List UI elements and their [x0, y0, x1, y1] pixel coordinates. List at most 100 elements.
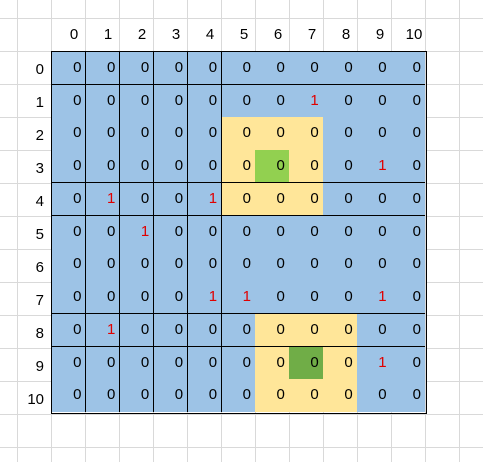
matrix-cell-r6-c1[interactable]: 0 [85, 248, 121, 282]
column-header-4[interactable]: 4 [205, 26, 215, 43]
matrix-cell-r2-c6[interactable]: 0 [255, 117, 290, 151]
matrix-cell-r4-c2[interactable]: 0 [119, 182, 155, 217]
matrix-cell-r6-c0[interactable]: 0 [52, 248, 87, 282]
matrix-cell-r1-c1[interactable]: 0 [85, 84, 121, 118]
row-header-10[interactable]: 10 [27, 391, 44, 408]
matrix-cell-r3-c0[interactable]: 0 [52, 150, 87, 184]
matrix-cell-r3-c10[interactable]: 0 [391, 150, 425, 184]
matrix-cell-r6-c9[interactable]: 0 [357, 248, 392, 282]
row-header-5[interactable]: 5 [35, 226, 44, 243]
row-header-9[interactable]: 9 [35, 358, 44, 375]
matrix-cell-r3-c6[interactable]: 0 [255, 150, 290, 184]
matrix-cell-r10-c9[interactable]: 0 [357, 379, 392, 412]
matrix-cell-r8-c8[interactable]: 0 [323, 313, 358, 348]
matrix-cell-r6-c10[interactable]: 0 [391, 248, 425, 282]
matrix-cell-r10-c7[interactable]: 0 [289, 379, 324, 412]
matrix-cell-r4-c7[interactable]: 0 [289, 182, 324, 217]
matrix-cell-r4-c9[interactable]: 0 [357, 182, 392, 217]
matrix-cell-r1-c7[interactable]: 1 [289, 84, 324, 118]
matrix-cell-r5-c7[interactable]: 0 [289, 215, 324, 249]
matrix-cell-r6-c4[interactable]: 0 [187, 248, 223, 282]
matrix-cell-r2-c9[interactable]: 0 [357, 117, 392, 151]
matrix-cell-r7-c9[interactable]: 1 [357, 281, 392, 315]
matrix-cell-r8-c6[interactable]: 0 [255, 313, 290, 348]
matrix-cell-r0-c6[interactable]: 0 [255, 52, 290, 86]
matrix-cell-r3-c1[interactable]: 0 [85, 150, 121, 184]
matrix-cell-r6-c5[interactable]: 0 [221, 248, 256, 282]
matrix-cell-r4-c5[interactable]: 0 [221, 182, 256, 217]
matrix-cell-r9-c0[interactable]: 0 [52, 346, 87, 380]
matrix-cell-r0-c3[interactable]: 0 [153, 52, 189, 86]
matrix-cell-r7-c8[interactable]: 0 [323, 281, 358, 315]
matrix-cell-r0-c0[interactable]: 0 [52, 52, 87, 86]
matrix-cell-r4-c6[interactable]: 0 [255, 182, 290, 217]
matrix-cell-r3-c5[interactable]: 0 [221, 150, 256, 184]
matrix-cell-r2-c0[interactable]: 0 [52, 117, 87, 151]
matrix-cell-r6-c3[interactable]: 0 [153, 248, 189, 282]
matrix-cell-r1-c4[interactable]: 0 [187, 84, 223, 118]
matrix-cell-r10-c3[interactable]: 0 [153, 379, 189, 412]
matrix-cell-r5-c10[interactable]: 0 [391, 215, 425, 249]
matrix-cell-r1-c6[interactable]: 0 [255, 84, 290, 118]
row-header-7[interactable]: 7 [35, 292, 44, 309]
matrix-cell-r10-c2[interactable]: 0 [119, 379, 155, 412]
row-header-8[interactable]: 8 [35, 325, 44, 342]
matrix-cell-r10-c5[interactable]: 0 [221, 379, 256, 412]
matrix-cell-r0-c8[interactable]: 0 [323, 52, 358, 86]
matrix-cell-r0-c1[interactable]: 0 [85, 52, 121, 86]
matrix-cell-r3-c2[interactable]: 0 [119, 150, 155, 184]
matrix-cell-r9-c4[interactable]: 0 [187, 346, 223, 380]
matrix-cell-r10-c8[interactable]: 0 [323, 379, 358, 412]
row-header-6[interactable]: 6 [35, 259, 44, 276]
matrix-cell-r6-c7[interactable]: 0 [289, 248, 324, 282]
matrix-cell-r0-c5[interactable]: 0 [221, 52, 256, 86]
column-header-3[interactable]: 3 [171, 26, 181, 43]
column-header-5[interactable]: 5 [239, 26, 249, 43]
matrix-cell-r3-c8[interactable]: 0 [323, 150, 358, 184]
matrix-cell-r7-c2[interactable]: 0 [119, 281, 155, 315]
matrix-cell-r7-c5[interactable]: 1 [221, 281, 256, 315]
matrix-cell-r10-c6[interactable]: 0 [255, 379, 290, 412]
matrix-cell-r5-c2[interactable]: 1 [119, 215, 155, 249]
matrix-cell-r9-c8[interactable]: 0 [323, 346, 358, 380]
matrix-cell-r5-c8[interactable]: 0 [323, 215, 358, 249]
column-header-10[interactable]: 10 [405, 26, 423, 43]
matrix-cell-r3-c4[interactable]: 0 [187, 150, 223, 184]
matrix-cell-r5-c1[interactable]: 0 [85, 215, 121, 249]
row-header-3[interactable]: 3 [35, 160, 44, 177]
matrix-cell-r10-c10[interactable]: 0 [391, 379, 425, 412]
matrix-cell-r1-c5[interactable]: 0 [221, 84, 256, 118]
matrix-cell-r7-c4[interactable]: 1 [187, 281, 223, 315]
matrix-cell-r3-c7[interactable]: 0 [289, 150, 324, 184]
matrix-cell-r8-c2[interactable]: 0 [119, 313, 155, 348]
matrix-cell-r9-c5[interactable]: 0 [221, 346, 256, 380]
matrix-cell-r9-c1[interactable]: 0 [85, 346, 121, 380]
matrix-cell-r8-c1[interactable]: 1 [85, 313, 121, 348]
matrix-cell-r2-c2[interactable]: 0 [119, 117, 155, 151]
matrix-cell-r5-c3[interactable]: 0 [153, 215, 189, 249]
matrix-cell-r4-c0[interactable]: 0 [52, 182, 87, 217]
matrix-cell-r2-c5[interactable]: 0 [221, 117, 256, 151]
matrix-cell-r4-c1[interactable]: 1 [85, 182, 121, 217]
matrix-cell-r5-c5[interactable]: 0 [221, 215, 256, 249]
matrix-cell-r1-c9[interactable]: 0 [357, 84, 392, 118]
matrix-cell-r7-c10[interactable]: 0 [391, 281, 425, 315]
matrix-cell-r2-c7[interactable]: 0 [289, 117, 324, 151]
matrix-cell-r8-c5[interactable]: 0 [221, 313, 256, 348]
matrix-cell-r5-c6[interactable]: 0 [255, 215, 290, 249]
column-header-6[interactable]: 6 [273, 26, 283, 43]
matrix-cell-r2-c10[interactable]: 0 [391, 117, 425, 151]
matrix-cell-r4-c4[interactable]: 1 [187, 182, 223, 217]
matrix-cell-r2-c3[interactable]: 0 [153, 117, 189, 151]
matrix-cell-r1-c2[interactable]: 0 [119, 84, 155, 118]
matrix-cell-r9-c2[interactable]: 0 [119, 346, 155, 380]
matrix-cell-r5-c9[interactable]: 0 [357, 215, 392, 249]
column-header-9[interactable]: 9 [375, 26, 385, 43]
matrix-cell-r4-c3[interactable]: 0 [153, 182, 189, 217]
row-header-2[interactable]: 2 [35, 127, 44, 144]
matrix-cell-r4-c8[interactable]: 0 [323, 182, 358, 217]
matrix-cell-r3-c3[interactable]: 0 [153, 150, 189, 184]
row-header-0[interactable]: 0 [35, 61, 44, 78]
matrix-cell-r4-c10[interactable]: 0 [391, 182, 425, 217]
matrix-cell-r7-c1[interactable]: 0 [85, 281, 121, 315]
